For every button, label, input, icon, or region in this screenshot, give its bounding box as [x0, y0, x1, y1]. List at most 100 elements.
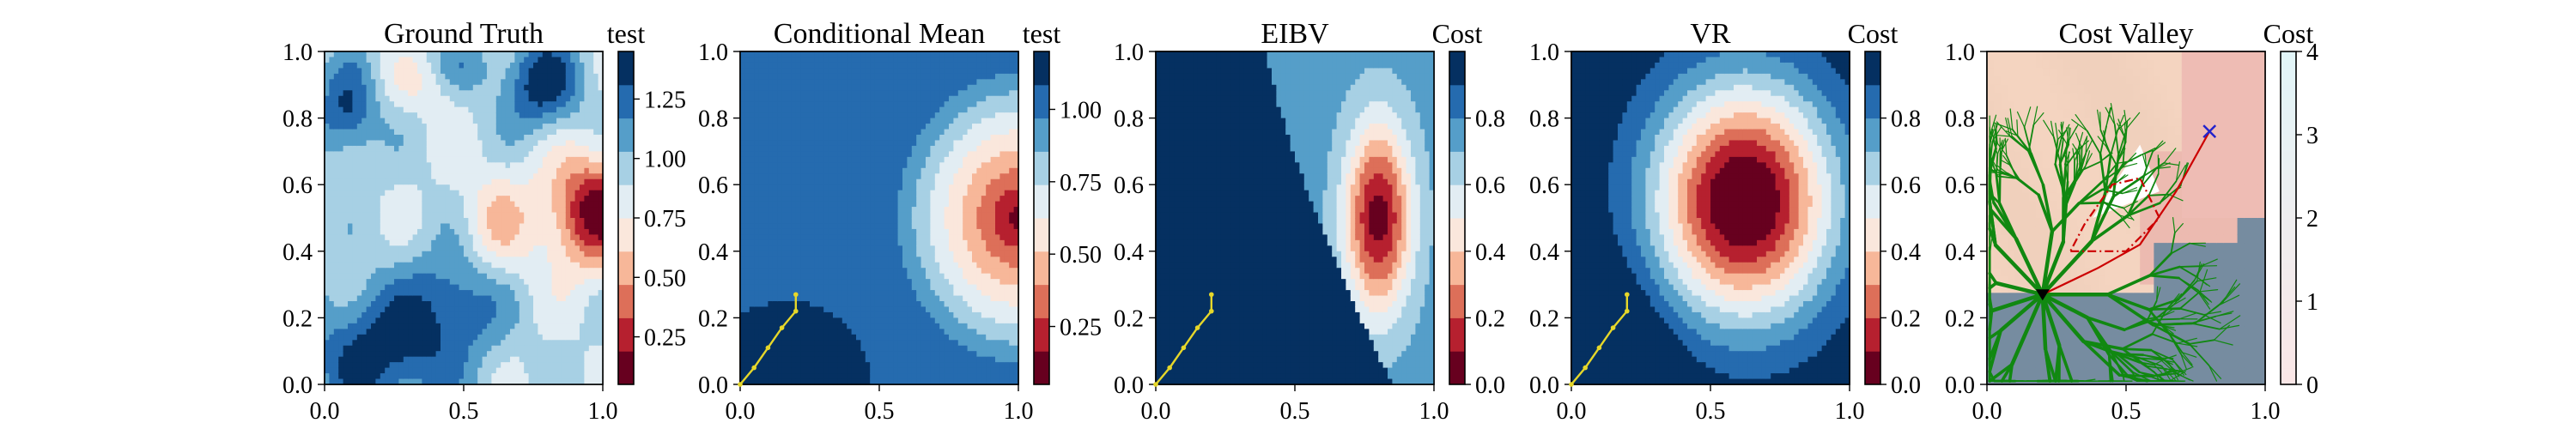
panel-1-cell: [472, 279, 478, 286]
panel-1-cell: [398, 251, 404, 257]
panel-1-cell: [584, 317, 590, 324]
panel-1-cell: [422, 373, 428, 380]
panel-1-cell: [325, 351, 330, 358]
panel-1-cell: [343, 173, 349, 180]
panel-2-cell: [749, 68, 755, 75]
panel-1-cell: [422, 201, 428, 208]
panel-2-cell: [828, 284, 834, 291]
panel-2-cell: [823, 362, 829, 369]
panel-1-cell: [580, 162, 585, 169]
panel-1-cell: [325, 118, 330, 124]
panel-1-cell: [371, 62, 376, 69]
panel-1-cell: [412, 334, 418, 341]
panel-1-cell: [491, 106, 497, 113]
panel-1-cell: [556, 62, 562, 69]
panel-1-cell: [570, 140, 576, 147]
panel-2-cell: [833, 378, 838, 385]
panel-1-cell: [375, 378, 381, 385]
panel-1-cell: [343, 95, 349, 102]
panel-2-cell: [787, 329, 792, 335]
panel-1-cell: [542, 90, 548, 97]
panel-1-cell: [538, 223, 544, 230]
panel-1-cell: [598, 223, 604, 230]
panel-2-cell: [772, 118, 778, 124]
panel-1-cell: [580, 345, 585, 352]
panel-2-cell: [740, 101, 745, 108]
panel-1-cell: [468, 196, 474, 202]
panel-2-cell: [837, 284, 843, 291]
panel-1-cell: [570, 223, 576, 230]
panel-1-cell: [584, 101, 590, 108]
panel-1-cell: [556, 84, 562, 91]
panel-1-cell: [542, 162, 548, 169]
panel-2-cell: [795, 268, 801, 275]
panel-1-cell: [371, 101, 376, 108]
panel-1-cell: [547, 118, 553, 124]
panel-1-cell: [561, 167, 567, 174]
panel-1-colorbar-label: test: [607, 18, 646, 49]
panel-2-cell: [828, 145, 834, 152]
panel-1-cell: [426, 162, 432, 169]
panel-1-cell: [329, 251, 335, 257]
panel-2-cell: [823, 317, 829, 324]
panel-1-cell: [588, 345, 594, 352]
panel-2-cell: [810, 73, 815, 80]
panel-1-cell: [356, 106, 362, 113]
panel-1-cell: [542, 301, 548, 308]
panel-1-cell: [440, 212, 446, 219]
panel-1-cell: [375, 201, 381, 208]
panel-1-cell: [356, 212, 362, 219]
panel-1-cell: [482, 245, 488, 252]
panel-1-cell: [333, 106, 339, 113]
panel-1-cell: [533, 362, 538, 369]
panel-1-cell: [477, 239, 483, 246]
panel-1-cell: [514, 73, 520, 80]
panel-1-cell: [598, 345, 604, 352]
panel-1-cell: [398, 212, 404, 219]
panel-2-cell: [744, 140, 750, 147]
panel-1-cell: [501, 184, 507, 191]
panel-1-cell: [445, 218, 451, 225]
panel-1-cell: [570, 178, 576, 185]
panel-2-cell: [818, 273, 824, 280]
panel-2-cell: [744, 218, 750, 225]
panel-2-cell: [823, 323, 829, 329]
panel-1-cell: [538, 345, 544, 352]
panel-2-cell: [781, 262, 787, 269]
panel-1-cell: [371, 356, 376, 363]
panel-1-cell: [551, 301, 557, 308]
panel-2-cell: [763, 90, 769, 97]
panel-1-cell: [524, 178, 530, 185]
panel-2-cell: [828, 323, 834, 329]
panel-1-cell: [352, 306, 358, 313]
panel-1-cell: [482, 301, 488, 308]
panel-1-cell: [593, 218, 599, 225]
panel-2-cell: [758, 356, 764, 363]
panel-1-cell: [482, 145, 488, 152]
panel-2-cell: [754, 129, 760, 136]
panel-1-cell: [435, 51, 441, 58]
panel-1-cell: [371, 140, 376, 147]
panel-1-cell: [375, 73, 381, 80]
panel-2-cell: [805, 135, 811, 142]
panel-1-cell: [380, 262, 386, 269]
panel-1-cell: [431, 51, 437, 58]
panel-1-cell: [519, 362, 525, 369]
panel-2-cell: [763, 273, 769, 280]
panel-1-cell: [449, 362, 455, 369]
panel-1-cell: [533, 251, 538, 257]
panel-1-cell: [325, 84, 330, 91]
panel-2-cell: [740, 145, 745, 152]
panel-1-cell: [333, 239, 339, 246]
panel-1-cell: [440, 129, 446, 136]
panel-2-cell: [740, 317, 745, 324]
panel-1-cell: [431, 251, 437, 257]
panel-1-cell: [449, 373, 455, 380]
panel-1-cell: [435, 201, 441, 208]
panel-2-cell: [768, 323, 774, 329]
panel-2-cell: [795, 257, 801, 263]
panel-1-cell: [468, 57, 474, 63]
panel-1-cell: [403, 196, 409, 202]
panel-2-cell: [814, 329, 820, 335]
panel-1-cell: [533, 118, 538, 124]
